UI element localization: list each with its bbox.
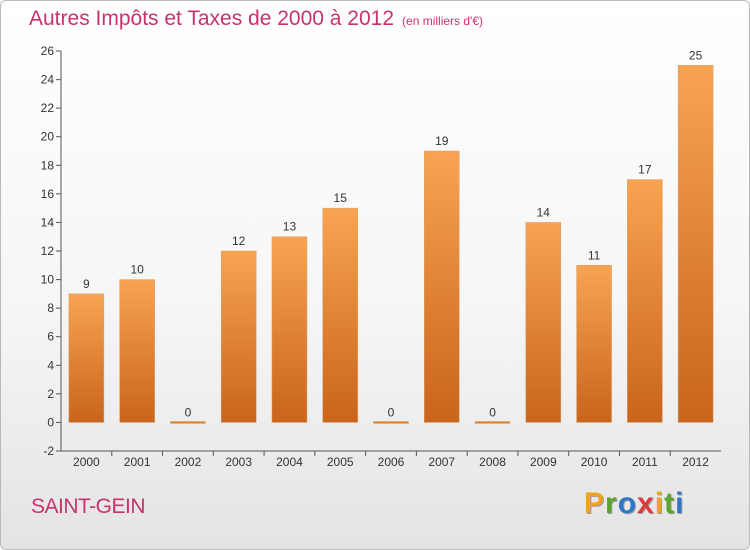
y-tick-label: 22 xyxy=(41,101,55,115)
bar-2004 xyxy=(271,236,308,423)
chart-title: Autres Impôts et Taxes de 2000 à 2012 (en… xyxy=(29,7,483,31)
bar-2000 xyxy=(68,293,105,423)
data-label-2000: 9 xyxy=(83,277,90,291)
x-tick-label: 2000 xyxy=(73,455,100,469)
x-tick-label: 2009 xyxy=(530,455,557,469)
x-tick-label: 2008 xyxy=(479,455,506,469)
x-tick-label: 2001 xyxy=(124,455,151,469)
data-label-2006: 0 xyxy=(388,405,395,419)
bar-2008 xyxy=(474,421,511,424)
data-label-2008: 0 xyxy=(489,405,496,419)
bar-2010 xyxy=(576,265,612,423)
y-tick-label: 14 xyxy=(41,215,55,229)
data-label-2009: 14 xyxy=(537,205,551,219)
x-tick-label: 2007 xyxy=(428,455,455,469)
x-tick-label: 2006 xyxy=(378,455,405,469)
bar-2011 xyxy=(627,179,663,423)
logo-letter: t xyxy=(664,487,676,520)
x-tick-label: 2004 xyxy=(276,455,303,469)
commune-name: SAINT-GEIN xyxy=(31,495,146,518)
logo-letter: P xyxy=(584,487,606,520)
data-label-2001: 10 xyxy=(130,263,144,277)
logo-letter: x xyxy=(637,487,655,520)
y-tick-label: 6 xyxy=(47,330,54,344)
bar-2003 xyxy=(220,250,257,423)
bar-2009 xyxy=(525,222,562,423)
logo-letter: i xyxy=(675,487,685,520)
logo-letter: r xyxy=(605,487,618,520)
data-label-2004: 13 xyxy=(283,220,297,234)
data-label-2003: 12 xyxy=(232,234,246,248)
y-tick-label: 2 xyxy=(47,387,54,401)
chart-bars xyxy=(68,65,714,424)
data-label-2005: 15 xyxy=(334,191,348,205)
data-label-2011: 17 xyxy=(638,163,652,177)
x-tick-label: 2012 xyxy=(682,455,709,469)
logo-letter: o xyxy=(617,487,638,520)
y-tick-label: 10 xyxy=(41,273,55,287)
x-tick-label: 2002 xyxy=(175,455,202,469)
bar-2012 xyxy=(677,65,714,423)
y-tick-label: 8 xyxy=(47,301,54,315)
y-tick-label: 18 xyxy=(41,158,55,172)
x-tick-label: 2003 xyxy=(225,455,252,469)
x-tick-label: 2011 xyxy=(632,455,658,469)
y-tick-label: 26 xyxy=(41,44,55,58)
data-label-2007: 19 xyxy=(435,134,449,148)
bar-2001 xyxy=(119,279,155,423)
bar-2007 xyxy=(424,150,460,423)
proxiti-logo: Proxiti xyxy=(584,487,684,521)
bar-2002 xyxy=(170,421,206,424)
data-label-2002: 0 xyxy=(185,405,192,419)
chart-title-text: Autres Impôts et Taxes de 2000 à 2012 xyxy=(29,7,395,30)
y-tick-label: 20 xyxy=(41,130,55,144)
y-tick-label: 0 xyxy=(47,415,54,429)
chart-data-labels: 9 10 0 12 13 15 0 19 0 14 11 17 25 xyxy=(83,48,703,419)
x-tick-label: 2005 xyxy=(327,455,354,469)
data-label-2012: 25 xyxy=(689,48,703,62)
chart-subtitle: (en milliers d'€) xyxy=(402,14,484,28)
logo-letter: i xyxy=(654,487,665,520)
bar-2006 xyxy=(373,421,409,424)
y-tick-label: 24 xyxy=(41,73,55,87)
data-label-2010: 11 xyxy=(588,248,601,262)
x-tick-label: 2010 xyxy=(581,455,608,469)
y-tick-label: 16 xyxy=(41,187,55,201)
y-tick-label: 4 xyxy=(47,358,54,372)
y-tick-label: 12 xyxy=(41,244,55,258)
bar-2005 xyxy=(322,207,358,423)
y-tick-label: -2 xyxy=(43,444,54,458)
